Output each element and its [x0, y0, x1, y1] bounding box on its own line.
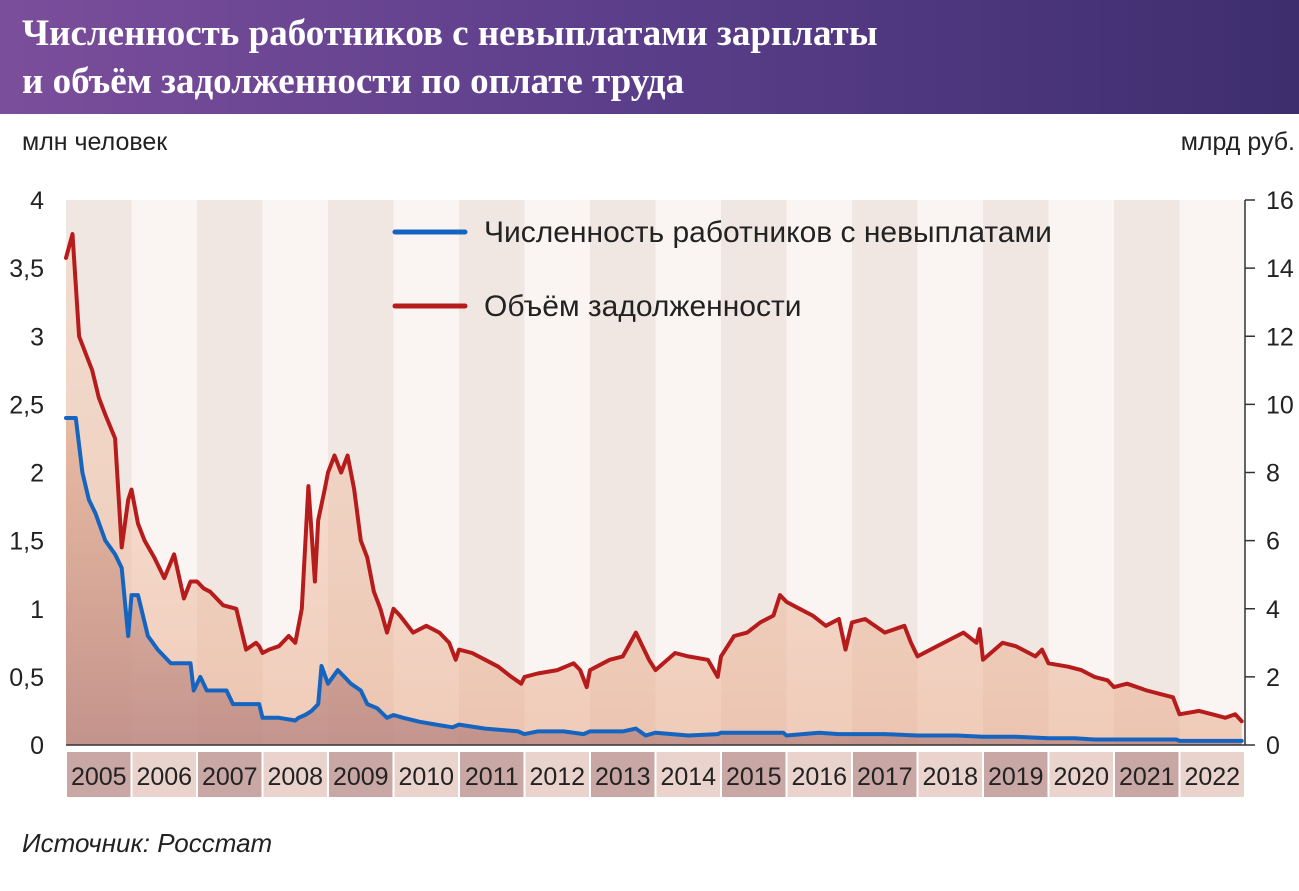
x-tick-label: 2014: [660, 763, 716, 791]
year-label-bg-2010: [394, 752, 458, 797]
y-left-tick-label: 4: [30, 187, 44, 215]
year-label-bg-2011: [460, 752, 524, 797]
y-left-tick-label: 3,5: [9, 255, 44, 283]
year-band-2021: [1114, 200, 1180, 745]
x-tick-label: 2019: [988, 763, 1044, 791]
y-right-tick-label: 10: [1266, 391, 1294, 419]
y-right-tick-label: 8: [1266, 460, 1280, 488]
debt-series-line: [64, 232, 1244, 724]
axes: 2005 2006 2007 2008 2009 2010 2011 2012 2013 2014…: [9, 187, 1294, 791]
x-tick-label: 2006: [136, 763, 192, 791]
year-label-bg-2007: [198, 752, 262, 797]
series-areas: [66, 234, 1242, 745]
year-label-bg-2005: [67, 752, 131, 797]
x-tick-label: 2013: [595, 763, 651, 791]
year-label-bg-2022: [1180, 752, 1244, 797]
series-lines: [64, 232, 1244, 743]
x-tick-label: 2018: [922, 763, 978, 791]
chart-title: Численность работников с невыплатами зар…: [22, 10, 1272, 106]
x-tick-label: 2012: [529, 763, 585, 791]
year-label-bg-2014: [656, 752, 720, 797]
year-label-bg-2019: [984, 752, 1048, 797]
legend-debt-label: Объём задолженности: [484, 290, 801, 323]
year-label-bg-2012: [525, 752, 589, 797]
title-line-1: Численность работников с невыплатами зар…: [22, 13, 878, 54]
year-label-bg-2016: [787, 752, 851, 797]
header-banner: Численность работников с невыплатами зар…: [0, 0, 1299, 114]
x-tick-label: 2009: [333, 763, 389, 791]
y-right-tick-label: 2: [1266, 664, 1280, 692]
right-axis-unit: млрд руб.: [1180, 128, 1295, 156]
year-label-bg-2021: [1115, 752, 1179, 797]
y-right-tick-label: 4: [1266, 596, 1280, 624]
year-label-bg-2018: [918, 752, 982, 797]
year-label-bg-2013: [591, 752, 655, 797]
x-tick-label: 2010: [398, 763, 454, 791]
x-tick-label: 2016: [791, 763, 847, 791]
y-right-tick-label: 6: [1266, 528, 1280, 556]
x-tick-label: 2022: [1184, 763, 1240, 791]
title-line-2: и объём задолженности по оплате труда: [22, 61, 685, 102]
y-right-tick-label: 16: [1266, 187, 1294, 215]
year-band-2020: [1048, 200, 1114, 745]
x-tick-label: 2021: [1119, 763, 1175, 791]
y-right-tick-label: 0: [1266, 732, 1280, 760]
year-band-2012: [524, 200, 590, 745]
year-label-bg-2020: [1049, 752, 1113, 797]
y-left-tick-label: 2: [30, 460, 44, 488]
year-label-bg-2006: [132, 752, 196, 797]
legend: Численность работников с невыплатами Объё…: [392, 216, 1052, 323]
y-left-tick-label: 1: [30, 596, 44, 624]
x-tick-label: 2007: [202, 763, 258, 791]
legend-workers-label: Численность работников с невыплатами: [484, 216, 1052, 249]
y-left-tick-label: 3: [30, 323, 44, 351]
year-band-2014: [655, 200, 721, 745]
y-left-tick-label: 1,5: [9, 528, 44, 556]
x-tick-label: 2020: [1053, 763, 1109, 791]
y-right-tick-label: 12: [1266, 323, 1294, 351]
x-tick-label: 2017: [857, 763, 913, 791]
y-left-tick-label: 0: [30, 732, 44, 760]
year-label-bg-2015: [722, 752, 786, 797]
x-tick-label: 2008: [267, 763, 323, 791]
year-label-bg-2008: [263, 752, 327, 797]
y-right-tick-label: 14: [1266, 255, 1294, 283]
x-tick-label: 2015: [726, 763, 782, 791]
debt-area: [66, 234, 1242, 745]
left-axis-unit: млн человек: [22, 128, 168, 156]
workers-area: [66, 418, 1242, 745]
y-left-tick-label: 0,5: [9, 664, 44, 692]
y-left-tick-label: 2,5: [9, 391, 44, 419]
year-band-2022: [1179, 200, 1245, 745]
x-tick-label: 2011: [465, 763, 519, 791]
year-label-bg-2009: [329, 752, 393, 797]
workers-series-line: [64, 416, 1244, 743]
x-tick-label: 2005: [71, 763, 127, 791]
year-label-bg-2017: [853, 752, 917, 797]
source-note: Источник: Росстат: [22, 828, 273, 858]
